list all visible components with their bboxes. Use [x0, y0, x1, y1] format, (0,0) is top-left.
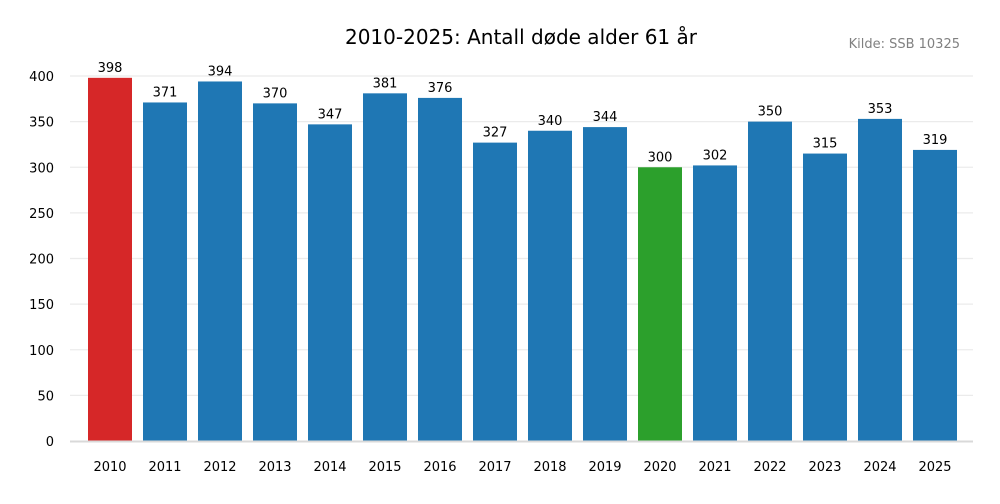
chart-title: 2010-2025: Antall døde alder 61 år	[345, 25, 698, 49]
bar-2022	[748, 121, 792, 441]
x-tick-label: 2018	[533, 460, 566, 475]
y-tick-label: 250	[29, 207, 54, 222]
x-tick-label: 2012	[203, 460, 236, 475]
bar-2019	[583, 127, 627, 441]
data-label: 371	[153, 85, 178, 100]
x-tick-label: 2025	[918, 460, 951, 475]
x-tick-label: 2024	[863, 460, 896, 475]
data-label: 302	[703, 148, 728, 163]
bar-2014	[308, 124, 352, 442]
x-tick-label: 2017	[478, 460, 511, 475]
bar-2016	[418, 97, 462, 442]
bar-2012	[198, 81, 242, 441]
data-label: 376	[428, 81, 453, 96]
x-tick-label: 2011	[148, 460, 181, 475]
x-tick-label: 2019	[588, 460, 621, 475]
x-tick-label: 2022	[753, 460, 786, 475]
bar-2015	[363, 93, 407, 442]
data-label: 370	[263, 86, 288, 101]
data-label: 398	[98, 61, 123, 76]
data-label: 315	[813, 137, 838, 152]
y-tick-label: 0	[46, 435, 54, 450]
data-label: 340	[538, 114, 563, 129]
data-label: 353	[868, 102, 893, 117]
bar-2013	[253, 103, 297, 441]
data-label: 381	[373, 76, 398, 91]
bar-2025	[913, 149, 957, 441]
x-tick-label: 2023	[808, 460, 841, 475]
bar-2018	[528, 130, 572, 441]
y-tick-label: 400	[29, 70, 54, 85]
data-label: 394	[208, 64, 233, 79]
y-tick-label: 100	[29, 344, 54, 359]
y-tick-label: 50	[37, 389, 54, 404]
x-tick-label: 2020	[643, 460, 676, 475]
y-tick-label: 200	[29, 253, 54, 268]
x-tick-label: 2015	[368, 460, 401, 475]
bars	[88, 77, 957, 442]
x-tick-label: 2014	[313, 460, 346, 475]
bar-2017	[473, 142, 517, 442]
data-label: 350	[758, 105, 783, 120]
y-tick-label: 350	[29, 116, 54, 131]
y-tick-label: 300	[29, 161, 54, 176]
y-axis-ticks: 0 50 100 150 200 250 300 350 400	[29, 70, 54, 450]
bar-2020	[638, 167, 682, 441]
y-tick-label: 150	[29, 298, 54, 313]
bar-2010	[88, 77, 132, 441]
data-label: 327	[483, 126, 508, 141]
x-tick-label: 2021	[698, 460, 731, 475]
bar-2023	[803, 153, 847, 441]
data-label: 344	[593, 110, 618, 125]
source-label: Kilde: SSB 10325	[849, 37, 960, 52]
x-tick-label: 2010	[93, 460, 126, 475]
x-axis-ticks: 2010 2011 2012 2013 2014 2015 2016 2017 2018 2019…	[93, 460, 951, 475]
bar-2021	[693, 165, 737, 442]
data-label: 319	[923, 133, 948, 148]
data-label: 300	[648, 150, 673, 165]
bar-2024	[858, 118, 902, 441]
x-tick-label: 2016	[423, 460, 456, 475]
bar-2011	[143, 102, 187, 442]
data-labels: 398 371 394 370 347 381 376 327 340 344 300 302 350 3…	[98, 61, 948, 165]
x-tick-label: 2013	[258, 460, 291, 475]
data-label: 347	[318, 107, 343, 122]
